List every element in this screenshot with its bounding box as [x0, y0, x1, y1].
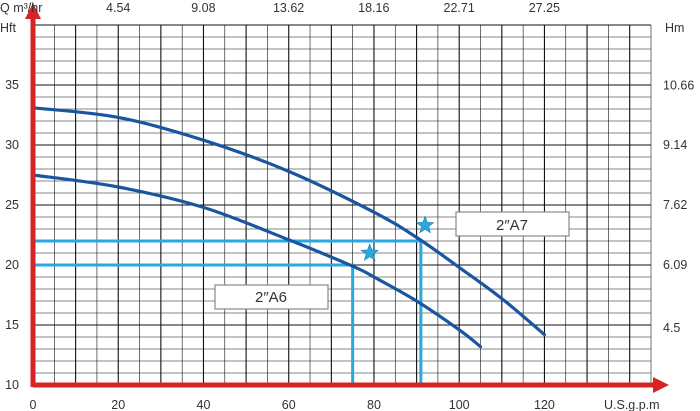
y-tick-label-left: 30: [5, 138, 19, 152]
x-tick-label-top: 18.16: [358, 1, 389, 15]
x-tick-label-top: 27.25: [529, 1, 560, 15]
operating-point-stars: [360, 215, 435, 261]
grid-major: [32, 24, 651, 386]
star-icon: [360, 243, 380, 261]
x-tick-label-top: 22.71: [444, 1, 475, 15]
top-axis-units: Q m³/hr: [0, 1, 42, 15]
left-axis-units: Hft: [0, 21, 17, 35]
axes: [25, 3, 669, 393]
series-label-2a6: 2″A6: [255, 289, 287, 306]
x-axis-units: U.S.g.p.m: [604, 398, 660, 411]
y-tick-label-left: 35: [5, 78, 19, 92]
y-tick-label-right: 7.62: [663, 198, 687, 212]
x-axis-arrow: [653, 377, 669, 393]
right-axis-units: Hm: [665, 21, 684, 35]
y-tick-label-right: 10.66: [663, 78, 694, 92]
y-tick-label-left: 20: [5, 258, 19, 272]
x-tick-label-top: 9.08: [191, 1, 215, 15]
y-tick-label-right: 6.09: [663, 258, 687, 272]
y-tick-label-right: 4.5: [663, 321, 680, 335]
series-label-2a7: 2″A7: [496, 217, 528, 234]
x-tick-label-top: 13.62: [273, 1, 304, 15]
tick-labels: 0 20 40 60 80 100 120 10 15 20 25 30 35 4.5 6.09 7.62 9.…: [5, 1, 694, 411]
y-tick-label-left: 25: [5, 198, 19, 212]
x-tick-label: 20: [111, 398, 125, 411]
x-tick-label: 80: [367, 398, 381, 411]
x-tick-label: 100: [449, 398, 470, 411]
y-tick-label-right: 9.14: [663, 138, 687, 152]
series-line-2a6: [31, 173, 483, 349]
series-line-2a7: [31, 106, 547, 337]
x-tick-label: 40: [197, 398, 211, 411]
label-box-2a7: 2″A7: [455, 211, 570, 237]
x-tick-label: 120: [534, 398, 555, 411]
x-tick-label-top: 4.54: [106, 1, 130, 15]
x-tick-label: 0: [30, 398, 37, 411]
x-tick-label: 60: [282, 398, 296, 411]
curves: [31, 106, 547, 349]
y-tick-label-left: 10: [5, 378, 19, 392]
label-box-2a6: 2″A6: [214, 284, 329, 310]
y-tick-label-left: 15: [5, 318, 19, 332]
y-axis-arrow: [25, 3, 41, 19]
star-icon: [415, 215, 435, 234]
